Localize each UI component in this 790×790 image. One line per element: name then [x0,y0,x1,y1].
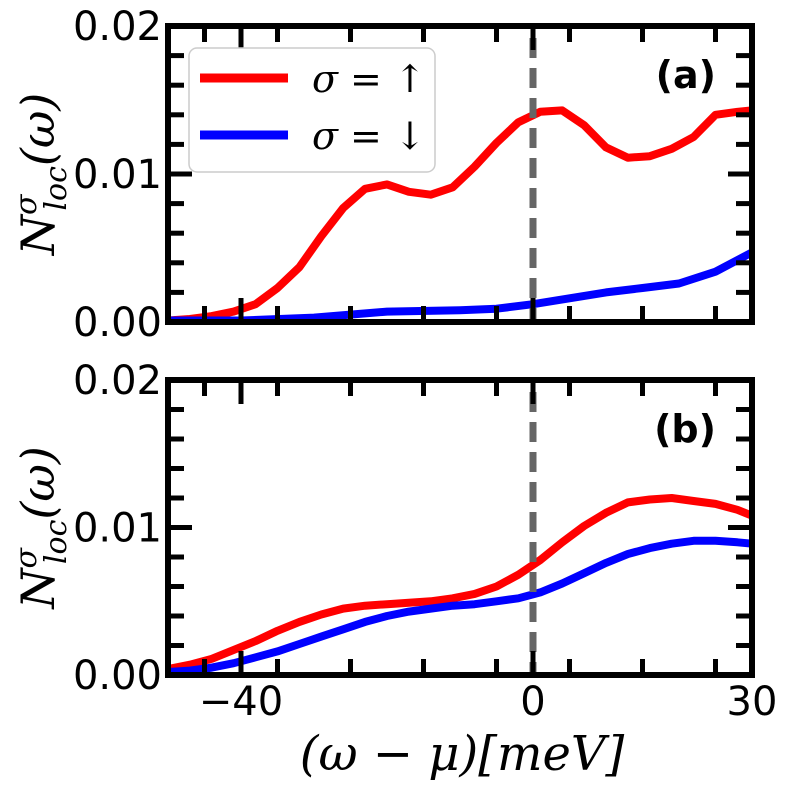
panel-label-b: (b) [654,407,716,451]
y-axis-label-b: Nσloc(ω) [9,446,74,610]
series-line-up-a [167,106,753,325]
y-tick-label-a: 0.00 [73,300,162,346]
series-line-down-a [168,248,754,325]
legend-label-down: σ = ↓ [312,114,426,158]
x-axis-label: (ω − μ)[meV] [300,726,625,782]
panel-label-a: (a) [656,53,716,97]
y-axis-label-a: Nσloc(ω) [9,93,74,257]
panel-b: 0.00 0.01 0.02 −40 0 30 (b) Nσloc(ω) [9,358,777,725]
x-tick-label: 30 [727,679,778,725]
y-tick-label-b: 0.00 [73,653,162,699]
y-tick-label-a: 0.01 [73,152,162,198]
x-tick-label: −40 [199,679,283,725]
y-tick-label-a: 0.02 [73,4,162,50]
legend: σ = ↑ σ = ↓ [188,47,436,173]
y-tick-label-b: 0.02 [73,358,162,404]
x-tick-label: 0 [520,679,545,725]
legend-label-up: σ = ↑ [312,57,426,101]
panel-a: 0.00 0.01 0.02 (a) Nσloc(ω) σ = ↑ σ = ↓ [9,4,755,346]
y-tick-label-b: 0.01 [73,506,162,552]
series-line-down-b [167,536,753,676]
series-line-up-b [167,494,754,674]
